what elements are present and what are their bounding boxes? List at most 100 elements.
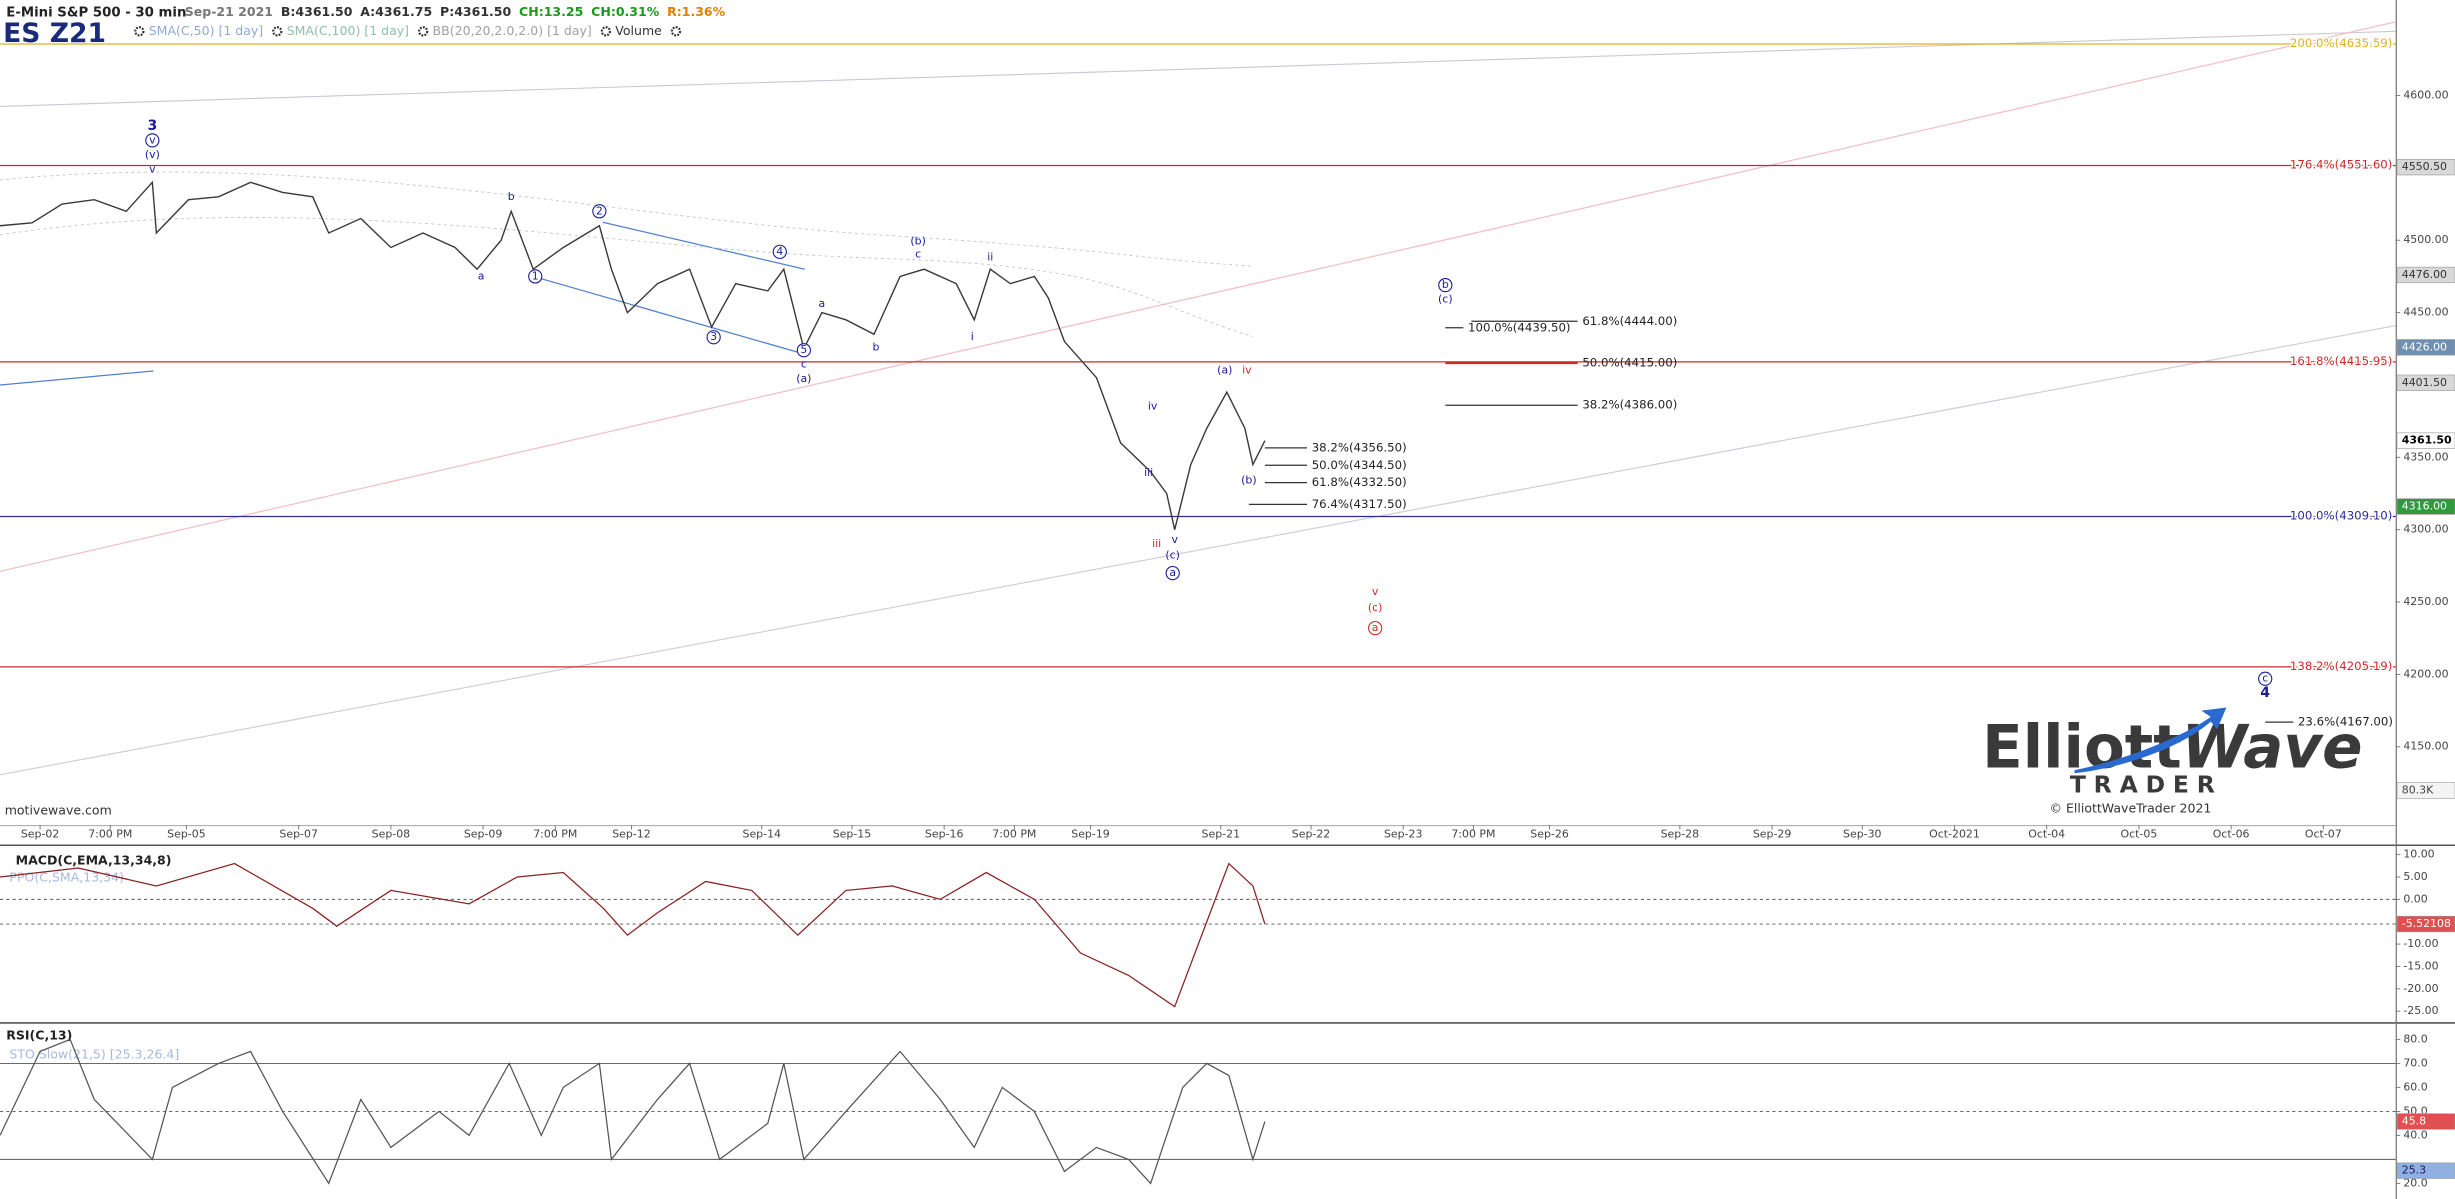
wave-label: a xyxy=(1169,566,1176,579)
wave-label: b xyxy=(1442,278,1449,291)
fib-label: 38.2%(4356.50) xyxy=(1312,440,1407,454)
wave-label: iii xyxy=(1144,466,1153,479)
channel-line xyxy=(535,276,804,355)
wave-label: (a) xyxy=(1217,363,1232,376)
x-tick-label: Oct-05 xyxy=(2121,827,2158,840)
trend-line xyxy=(0,370,154,386)
wave-label: v xyxy=(1171,533,1178,546)
price-tag-label: 4316.00 xyxy=(2402,500,2447,513)
wave-label: a xyxy=(478,269,485,282)
wave-label: ii xyxy=(987,251,993,264)
y-tick-label: -15.00 xyxy=(2403,959,2438,972)
level-label: 176.4%(4551.60) xyxy=(2290,158,2392,172)
logo-part: Wave xyxy=(2182,713,2363,782)
fib-label: 50.0%(4415.00) xyxy=(1582,356,1677,370)
indicator-label: Volume xyxy=(615,23,662,38)
x-tick-label: Sep-15 xyxy=(833,827,871,840)
chart-title: E-Mini S&P 500 - 30 min xyxy=(6,6,186,21)
fib-label: 61.8%(4332.50) xyxy=(1312,475,1407,489)
settings-icon xyxy=(134,26,145,37)
wave-circle xyxy=(145,133,160,148)
quote-item: B:4361.50 xyxy=(281,4,353,19)
wave-label: (c) xyxy=(1438,293,1453,306)
panel-title: RSI(C,13) xyxy=(6,1028,72,1043)
x-tick-label: Sep-07 xyxy=(279,827,318,840)
trend-line xyxy=(0,324,2396,776)
x-tick-label: 7:00 PM xyxy=(533,827,577,840)
price-tag-label: -5.52108 xyxy=(2402,917,2451,930)
fib-label: 100.0%(4439.50) xyxy=(1468,320,1570,334)
y-tick-label: -20.00 xyxy=(2403,982,2438,995)
band-line xyxy=(0,217,1253,337)
wave-label: v xyxy=(149,162,156,175)
x-tick-label: Sep-19 xyxy=(1071,827,1110,840)
y-tick-label: 10.00 xyxy=(2403,848,2434,861)
x-tick-label: Sep-23 xyxy=(1384,827,1423,840)
y-tick-label: 4350.00 xyxy=(2403,450,2448,463)
x-tick-label: Sep-16 xyxy=(925,827,964,840)
wave-circle xyxy=(772,244,787,259)
price-tag xyxy=(2396,432,2455,449)
level-label: 200.0%(4635.59) xyxy=(2290,36,2392,50)
x-tick-label: Sep-22 xyxy=(1292,827,1330,840)
x-tick-label: Sep-12 xyxy=(612,827,650,840)
settings-icon xyxy=(417,26,429,37)
y-tick-label: -25.00 xyxy=(2403,1004,2438,1017)
wave-label: iv xyxy=(1242,363,1252,376)
price-tag xyxy=(2396,159,2455,176)
price-tag-label: 4426.00 xyxy=(2402,340,2447,353)
x-tick-label: Sep-02 xyxy=(21,827,59,840)
price-tag xyxy=(2396,1162,2455,1179)
level-label: 161.8%(4415.95) xyxy=(2290,354,2392,368)
wave-label: c xyxy=(801,358,807,371)
y-tick-label: 4250.00 xyxy=(2403,595,2448,608)
y-tick-label: 4450.00 xyxy=(2403,306,2448,319)
wave-circle xyxy=(1165,565,1180,581)
price-tag-label: 4550.50 xyxy=(2402,160,2447,173)
y-tick-label: -10.00 xyxy=(2403,937,2438,950)
x-tick-label: Sep-26 xyxy=(1530,827,1569,840)
wave-circle xyxy=(1438,277,1453,293)
x-tick-label: Oct-04 xyxy=(2028,827,2065,840)
wave-label: b xyxy=(873,340,880,353)
wave-label: 2 xyxy=(596,204,603,217)
settings-icon xyxy=(600,26,612,37)
x-tick-label: Sep-05 xyxy=(167,827,205,840)
logo-text: ElliottWave xyxy=(1982,713,2362,782)
wave-label: iii xyxy=(1152,537,1161,550)
y-tick-label: 4600.00 xyxy=(2403,89,2448,102)
x-tick-label: 7:00 PM xyxy=(1451,827,1495,840)
source: motivewave.com xyxy=(5,802,112,817)
wave-label: (c) xyxy=(1165,549,1180,562)
wave-label: 1 xyxy=(532,269,539,282)
price-tag-label: 4401.50 xyxy=(2402,376,2447,389)
logo-subtext: TRADER xyxy=(2070,770,2223,798)
band-line xyxy=(0,171,1253,267)
settings-icon xyxy=(670,26,682,37)
wave-label: a xyxy=(1372,621,1379,634)
logo: ElliottWave TRADER xyxy=(1982,707,2363,798)
logo-swoosh xyxy=(2074,707,2227,774)
x-tick-label: Sep-30 xyxy=(1843,827,1882,840)
indicator-line xyxy=(0,862,1266,1008)
panel-subtitle: PPO(C,SMA,13,34) xyxy=(9,870,124,885)
y-tick-label: 40.0 xyxy=(2403,1128,2427,1141)
quote-item: P:4361.50 xyxy=(440,4,511,19)
wave-label: a xyxy=(819,297,826,310)
level-label: 138.2%(4205.19) xyxy=(2290,659,2392,673)
quote-item: Sep-21 2021 xyxy=(185,4,273,19)
x-tick-label: Oct-06 xyxy=(2213,827,2250,840)
wave-circle xyxy=(1368,620,1383,636)
indicator-legend: SMA(C,50) [1 day] SMA(C,100) [1 day] BB(20… xyxy=(134,23,682,38)
indicator-label: SMA(C,100) [1 day] xyxy=(287,23,409,38)
wave-circle xyxy=(528,269,543,284)
y-tick-label: 20.0 xyxy=(2403,1176,2427,1189)
x-tick-label: Sep-29 xyxy=(1753,827,1792,840)
fib-label: 38.2%(4386.00) xyxy=(1582,398,1677,412)
price-tag xyxy=(2396,266,2455,284)
copyright: © ElliottWaveTrader 2021 xyxy=(2049,801,2211,816)
x-tick-label: 7:00 PM xyxy=(88,827,132,840)
price-tag xyxy=(2396,498,2455,515)
wave-circle xyxy=(706,330,721,345)
